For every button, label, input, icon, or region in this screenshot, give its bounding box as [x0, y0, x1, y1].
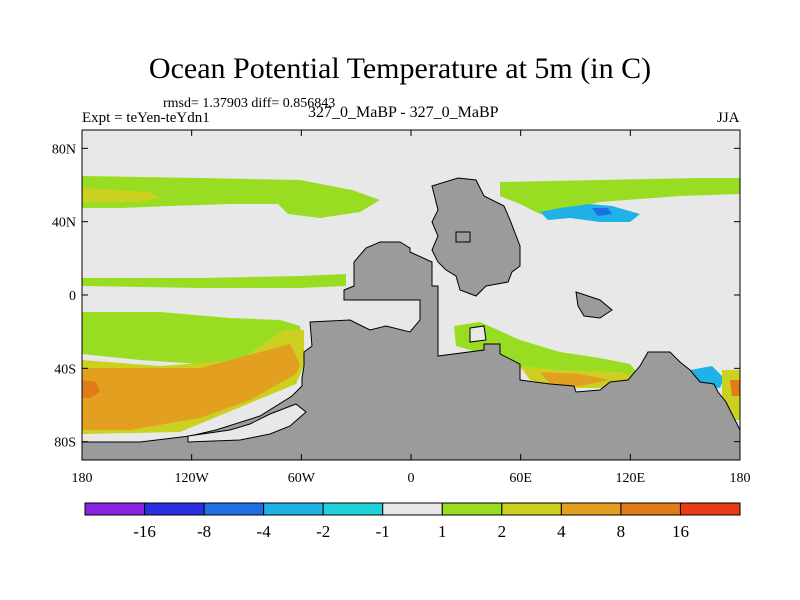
colorbar-label: -16: [133, 522, 156, 541]
colorbar-bin: [84, 502, 146, 516]
colorbar-label: -4: [257, 522, 272, 541]
colorbar-label: 8: [617, 522, 626, 541]
colorbar-bin: [203, 502, 265, 516]
y-tick-label: 80S: [54, 436, 76, 451]
colorbar-bin: [620, 502, 681, 516]
anomaly-southern-red: [82, 380, 100, 398]
inland-pocket-1: [187, 403, 307, 443]
colorbar-bin: [679, 502, 741, 516]
y-tick-label: 80N: [52, 142, 76, 157]
stats-label: rmsd= 1.37903 diff= 0.856843: [163, 96, 336, 111]
colorbar-bin: [382, 502, 443, 516]
experiment-label: Expt = teYen-teYdn1: [82, 110, 210, 126]
anomaly-north-band: [82, 176, 380, 218]
x-tick-label: 180: [72, 471, 93, 486]
colorbar-label: -2: [316, 522, 330, 541]
map-field: [82, 130, 740, 460]
anomaly-south-band: [82, 312, 304, 364]
anomaly-indian-ocean-orange: [540, 372, 610, 386]
colorbar-bin: [560, 502, 622, 516]
anomaly-indian-ocean: [454, 322, 640, 382]
anomaly-north-pacific-core: [592, 208, 612, 216]
land-western-continent: [82, 241, 740, 460]
colorbar-bin: [263, 502, 324, 516]
x-tick-label: 120E: [616, 471, 646, 486]
colorbar: -16 -8 -4 -2 -1 1 2 4 8 16: [84, 502, 741, 541]
colorbar-label: -8: [197, 522, 211, 541]
anomaly-north-band-east: [500, 178, 740, 214]
colorbar-bin: [441, 502, 503, 516]
runs-label: 327_0_MaBP - 327_0_MaBP: [308, 104, 499, 121]
x-tick-label: 0: [408, 471, 415, 486]
x-tick-label: 60E: [509, 471, 532, 486]
colorbar-label: 1: [438, 522, 447, 541]
y-tick-label: 40N: [52, 216, 76, 231]
colorbar-label: -1: [376, 522, 390, 541]
anomaly-north-pacific-blue: [540, 204, 640, 222]
inland-pocket-2: [469, 325, 487, 343]
anomaly-east-red: [730, 380, 740, 396]
colorbar-bin: [322, 502, 384, 516]
x-axis: 180 120W 60W 0 60E 120E 180: [72, 130, 751, 486]
chart-title: Ocean Potential Temperature at 5m (in C): [148, 52, 652, 85]
x-tick-label: 60W: [288, 471, 316, 486]
anomaly-tropical-band: [82, 274, 346, 288]
season-label: JJA: [717, 110, 740, 126]
x-tick-label: 180: [730, 471, 751, 486]
y-tick-label: 40S: [54, 362, 76, 377]
y-axis: 80N 40N 0 40S 80S: [52, 142, 740, 451]
land-north-continent: [431, 177, 521, 297]
colorbar-label: 4: [557, 522, 566, 541]
colorbar-bin: [501, 502, 562, 516]
anomaly-north-band-inner: [82, 188, 160, 202]
x-tick-label: 120W: [175, 471, 210, 486]
colorbar-label: 2: [498, 522, 507, 541]
y-tick-label: 0: [69, 289, 76, 304]
land-island-small: [455, 231, 471, 243]
anomaly-southern-orange: [82, 344, 300, 430]
land-peninsula-southeast: [575, 291, 613, 319]
colorbar-bin: [144, 502, 205, 516]
colorbar-label: 16: [672, 522, 689, 541]
